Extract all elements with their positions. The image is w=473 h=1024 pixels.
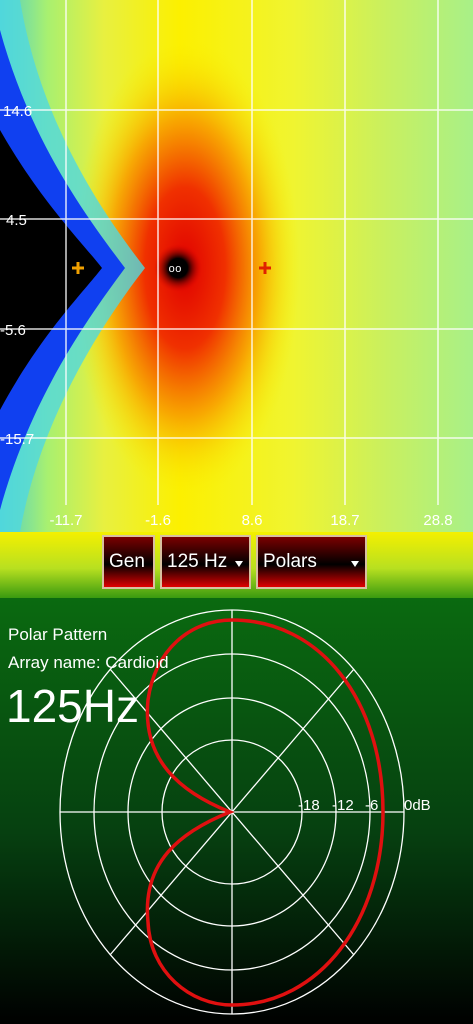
ring-label: -18: [298, 797, 320, 814]
frequency-label: 125Hz: [6, 680, 139, 732]
dropdown-arrow: [351, 561, 359, 567]
view-select[interactable]: Polars: [256, 535, 367, 589]
toolbar: Gen 125 Hz Polars: [0, 532, 473, 598]
ring-label: 0dB: [404, 797, 431, 814]
polar-curve: [145, 618, 385, 1007]
grid: [0, 0, 473, 505]
dead-zone: [0, 130, 102, 410]
source-core: [154, 244, 202, 292]
select-label: 125 Hz: [167, 551, 228, 572]
panel-title: Polar Pattern: [8, 625, 107, 644]
button-label: Gen: [109, 551, 145, 572]
x-tick-label: 28.8: [423, 512, 452, 529]
select-label: Polars: [263, 551, 317, 572]
panel-background: [0, 598, 473, 1024]
frequency-select[interactable]: 125 Hz: [160, 535, 251, 589]
dropdown-arrow: [235, 561, 243, 567]
ring-label: -12: [332, 797, 354, 814]
array-name: Array name: Cardioid: [8, 653, 169, 672]
polar-panel: Polar Pattern Array name: Cardioid 125Hz…: [0, 598, 473, 1024]
y-tick-label: 4.5: [6, 212, 27, 229]
y-tick-label: -5.6: [0, 322, 26, 339]
source-marker: oo: [168, 264, 181, 276]
marker-orange: [72, 262, 84, 274]
x-tick-label: -1.6: [145, 512, 171, 529]
y-tick-label: -15.7: [0, 431, 34, 448]
gen-button[interactable]: Gen: [102, 535, 155, 589]
x-tick-label: 8.6: [242, 512, 263, 529]
x-tick-label: 18.7: [330, 512, 359, 529]
ring-label: -6: [365, 797, 378, 814]
field-map: 14.6 4.5 -5.6 -15.7 -11.7 -1.6 8.6 18.7 …: [0, 0, 473, 532]
marker-red: [259, 262, 271, 274]
y-tick-label: 14.6: [3, 103, 32, 120]
x-tick-label: -11.7: [49, 512, 82, 529]
